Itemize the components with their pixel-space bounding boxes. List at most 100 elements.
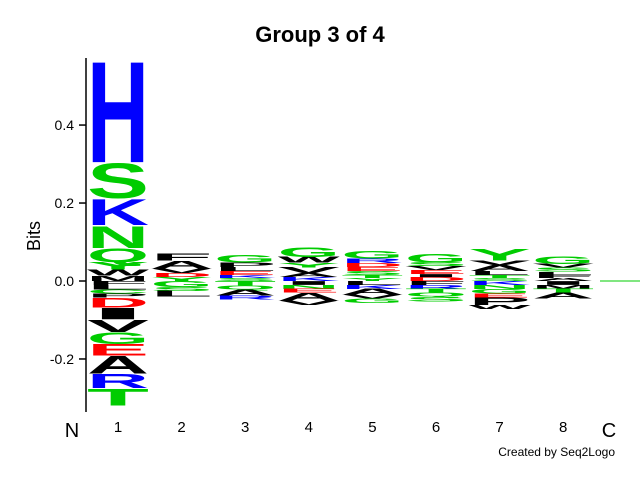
credit: Created by Seq2Logo xyxy=(498,445,615,459)
logo-letter: R xyxy=(87,370,149,393)
x-tick-label: 2 xyxy=(177,419,185,436)
logo-letter: G xyxy=(87,329,149,347)
logo-letter: A xyxy=(469,264,531,273)
logo-letter: T xyxy=(405,288,467,294)
logo-letter: Y xyxy=(278,262,340,269)
logo-letter: A xyxy=(151,259,213,271)
logo-letter: I xyxy=(532,280,594,286)
logo-letter: R xyxy=(405,284,467,290)
logo-letter: N xyxy=(87,219,149,255)
logo-letter: D xyxy=(405,276,467,282)
logo-letter: V xyxy=(278,266,340,275)
y-tick-label: -0.2 xyxy=(50,351,74,367)
logo-letter: Y xyxy=(469,246,531,264)
logo-letter: L xyxy=(341,280,403,286)
logo-letter: E xyxy=(214,270,276,276)
logo-letter: Q xyxy=(405,292,467,298)
logo-letter: D xyxy=(151,272,213,278)
logo-letter: E xyxy=(341,266,403,272)
logo-letter: S xyxy=(151,286,213,292)
x-tick-label: 6 xyxy=(432,419,440,436)
logo-letter: T xyxy=(214,280,276,287)
x-tick-label: 3 xyxy=(241,419,249,436)
logo-letter: I xyxy=(87,305,149,323)
x-tick-label: 1 xyxy=(114,419,122,436)
logo-letter: P xyxy=(469,296,531,308)
logo-letter: A xyxy=(532,291,594,300)
logo-letter: C xyxy=(87,289,149,295)
logo-letter: A xyxy=(87,351,149,379)
logo-letter: A xyxy=(278,291,340,303)
logo-letter: G xyxy=(405,252,467,265)
logo-letter: F xyxy=(151,252,213,263)
logo-letter: V xyxy=(341,294,403,300)
logo-letter: Q xyxy=(87,245,149,267)
logo-letter: D xyxy=(341,262,403,268)
logo-letter: G xyxy=(341,297,403,304)
logo-letter: A xyxy=(214,288,276,297)
logo-letter: L xyxy=(214,266,276,272)
x-tick-label: 8 xyxy=(559,419,567,436)
logo-letter: V xyxy=(405,265,467,271)
x-tick-label: 4 xyxy=(305,419,313,436)
logo-letter: G xyxy=(532,254,594,266)
x-tick-label: 5 xyxy=(368,419,376,436)
logo-letter: N xyxy=(278,284,340,290)
y-tick-label: 0.0 xyxy=(55,273,75,289)
logo-letter: T xyxy=(87,384,149,411)
logo-letter: E xyxy=(405,269,467,275)
logo-letter: G xyxy=(469,288,531,295)
logo-letter: S xyxy=(341,270,403,276)
logo-letter: K xyxy=(87,191,149,233)
logo-letter: L xyxy=(87,284,149,291)
logo-letter: S xyxy=(214,277,276,282)
y-tick-label: 0.4 xyxy=(55,117,75,133)
logo-letter: G xyxy=(214,253,276,265)
logo-letter: N xyxy=(469,284,531,290)
chart-title: Group 3 of 4 xyxy=(255,22,385,47)
logo-letter: V xyxy=(532,263,594,269)
logo-letter: K xyxy=(341,284,403,290)
logo-letter: S xyxy=(405,261,467,267)
logo-letter: F xyxy=(532,274,594,279)
logo-letter: K xyxy=(278,276,340,282)
logo-letter: A xyxy=(341,287,403,296)
logo-letter: F xyxy=(405,280,467,286)
logo-letter: S xyxy=(405,296,467,303)
logo-letter: I xyxy=(278,280,340,286)
logo-letter: F xyxy=(87,280,149,286)
logo-letter: A xyxy=(532,277,594,282)
logo-letter: M xyxy=(87,274,149,282)
logo-letter: P xyxy=(214,261,276,268)
y-axis-label: Bits xyxy=(24,221,44,251)
logo-letter: T xyxy=(469,274,531,279)
logo-letter: L xyxy=(151,289,213,298)
logo-letter: E xyxy=(278,288,340,294)
logo-letter: K xyxy=(469,280,531,286)
logo-letter: W xyxy=(278,255,340,264)
logo-letter: V xyxy=(87,316,149,336)
logo-letter: R xyxy=(341,257,403,264)
logo-letter: P xyxy=(87,293,149,299)
logo-letter: V xyxy=(151,267,213,274)
c-terminus-label: C xyxy=(602,420,616,442)
logo-letter: E xyxy=(469,293,531,299)
logo-letter: G xyxy=(151,280,213,289)
logo-letter: L xyxy=(469,270,531,276)
logo-letter: W xyxy=(469,304,531,310)
logo-letter: H xyxy=(87,32,149,194)
logo-letter: S xyxy=(469,277,531,282)
logo-letter: Y xyxy=(341,277,403,282)
logo-letter: E xyxy=(87,341,149,359)
logo-letter: T xyxy=(341,274,403,279)
logo-letter: M xyxy=(532,284,594,290)
logo-letter: R xyxy=(214,295,276,301)
logo-letter: G xyxy=(278,245,340,260)
logo-letter: T xyxy=(532,288,594,294)
n-terminus-label: N xyxy=(65,420,79,442)
logo-letter: V xyxy=(469,259,531,266)
logo-letter: V xyxy=(278,299,340,306)
logo-letter: S xyxy=(532,267,594,273)
logo-letter: Y xyxy=(151,276,213,282)
